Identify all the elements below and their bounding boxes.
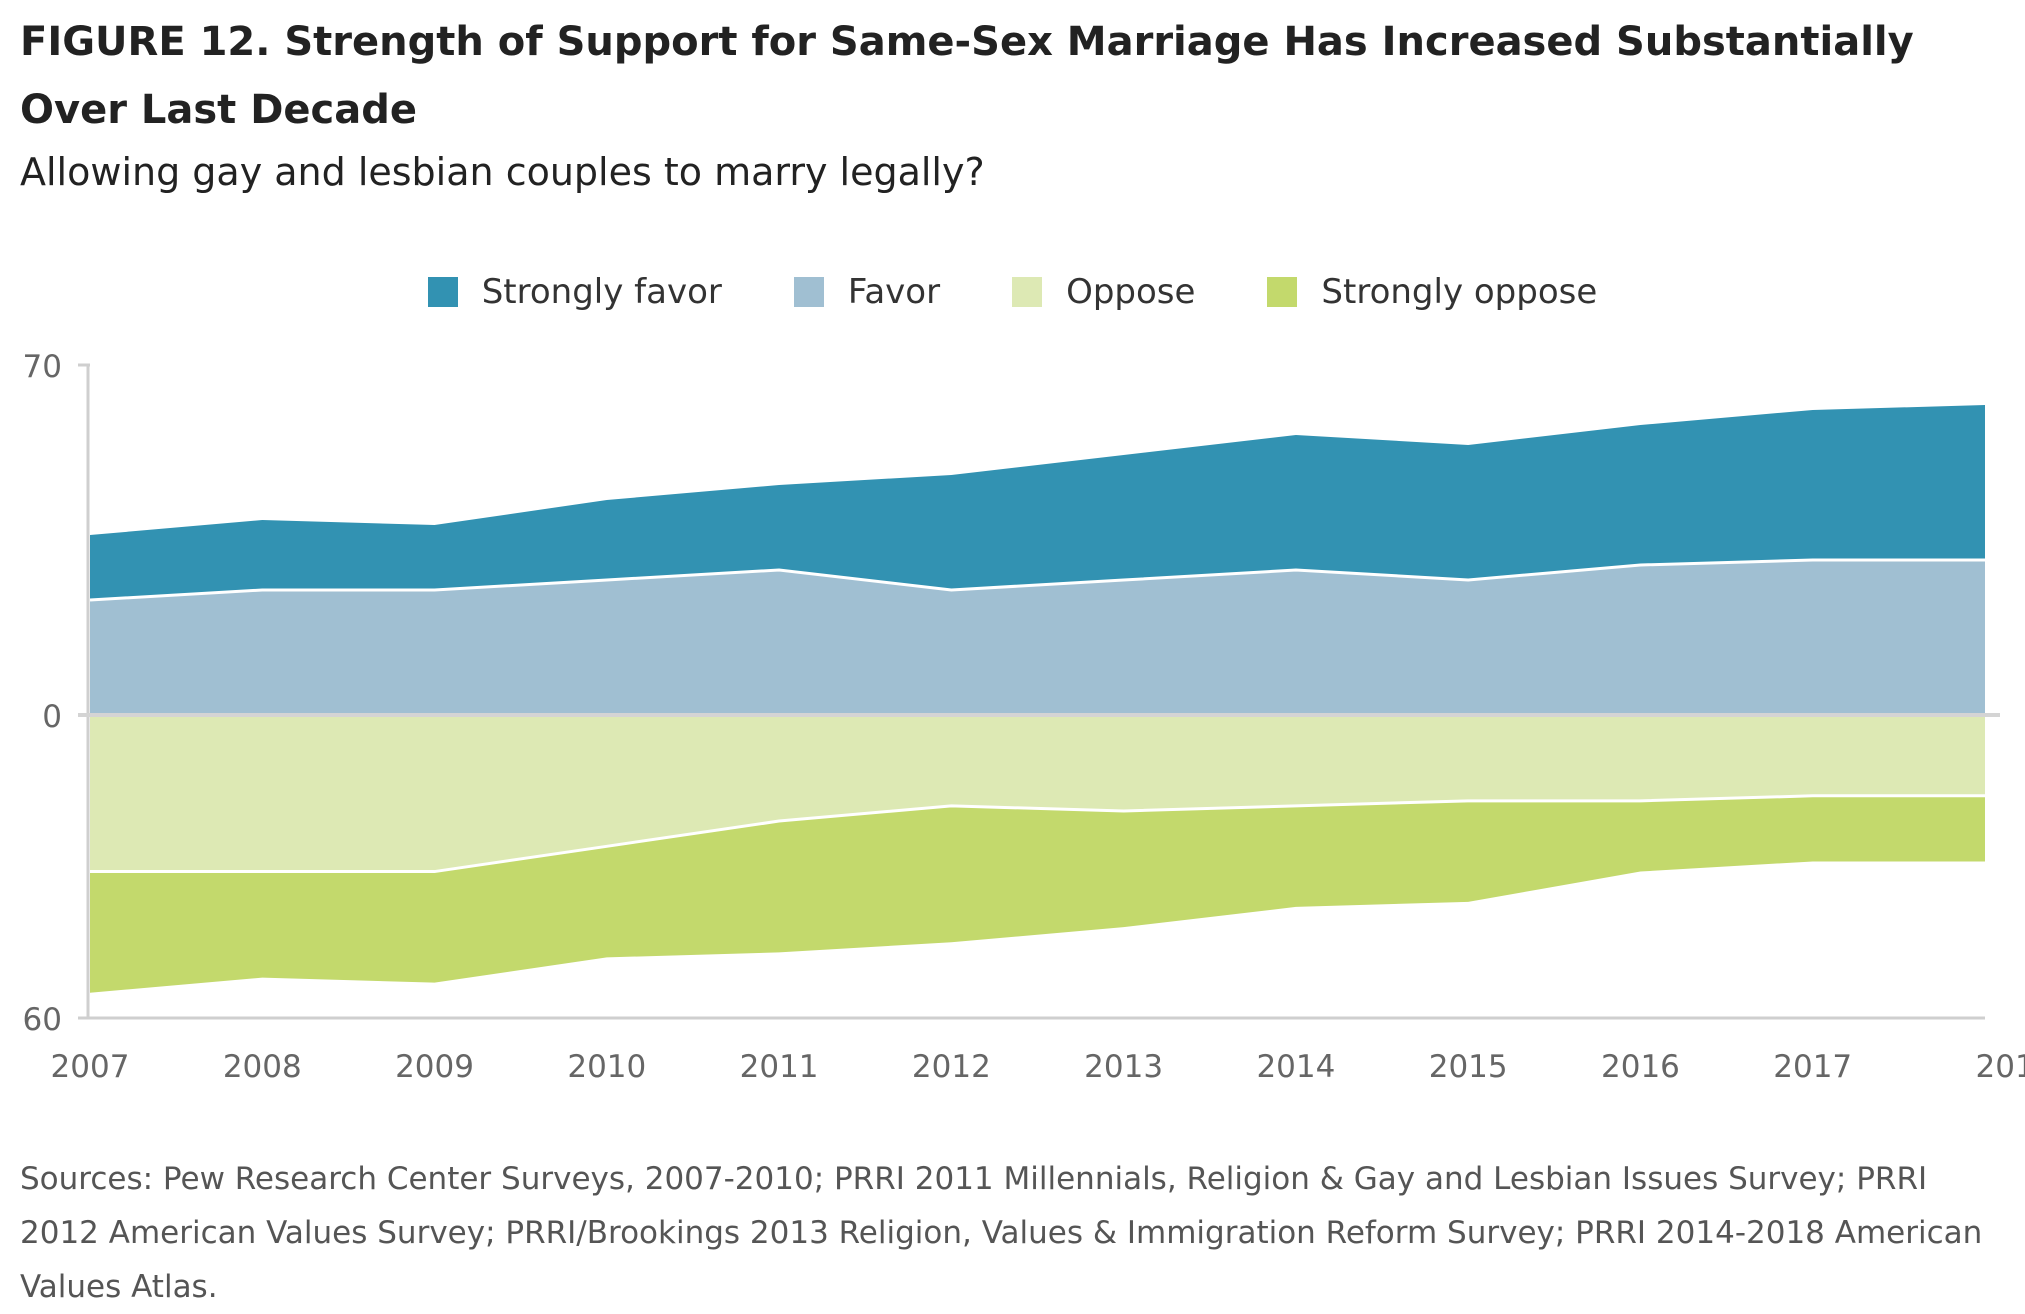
boundary-oppose-strongly-oppose (90, 794, 1985, 874)
legend-label-oppose: Oppose (1066, 272, 1196, 312)
chart-subtitle: Allowing gay and lesbian couples to marr… (20, 150, 985, 194)
x-tick-label: 2012 (912, 1049, 991, 1085)
legend-swatch-strongly-favor (427, 277, 458, 307)
y-tick-label: 70 (23, 349, 62, 385)
y-tick-label: 60 (23, 1002, 62, 1038)
y-tick-label: 0 (42, 699, 62, 735)
legend-swatch-strongly-oppose (1267, 277, 1298, 307)
axes (78, 365, 2000, 1020)
x-tick-label: 2010 (567, 1049, 646, 1085)
boundary-lines (89, 558, 1985, 874)
x-tick-label: 2009 (395, 1049, 474, 1085)
x-tick-label: 2007 (51, 1049, 130, 1085)
x-tick-label: 2015 (1429, 1049, 1508, 1085)
x-tick-label: 2013 (1084, 1049, 1163, 1085)
area-strongly-oppose (90, 795, 1985, 993)
x-tick-label: 2014 (1256, 1049, 1335, 1085)
area-layers (90, 405, 1985, 993)
legend-item-strongly-oppose: Strongly oppose (1267, 272, 1597, 312)
x-tick-label: 2017 (1773, 1049, 1852, 1085)
boundary-favor-strongly-favor (89, 558, 1985, 602)
area-oppose (90, 715, 1985, 872)
legend-swatch-favor (793, 277, 824, 307)
legend-item-strongly-favor: Strongly favor (427, 272, 722, 312)
x-tick-label: 2011 (740, 1049, 819, 1085)
x-tick-label: 2008 (223, 1049, 302, 1085)
x-tick-label: 2018 (1976, 1049, 2025, 1085)
legend-item-favor: Favor (793, 272, 941, 312)
legend-label-strongly-favor: Strongly favor (481, 272, 722, 312)
area-favor (90, 560, 1985, 715)
legend: Strongly favor Favor Oppose Strongly opp… (0, 272, 2025, 312)
source-note: Sources: Pew Research Center Surveys, 20… (20, 1161, 1983, 1305)
tick-labels: 70 0 60 2007 2008 2009 2010 2011 2012 2013 2014 201… (23, 349, 2025, 1085)
legend-swatch-oppose (1012, 277, 1043, 307)
x-tick-label: 2016 (1601, 1049, 1680, 1085)
area-strongly-favor (90, 405, 1985, 600)
legend-label-strongly-oppose: Strongly oppose (1321, 272, 1598, 312)
legend-item-oppose: Oppose (1012, 272, 1195, 312)
legend-label-favor: Favor (847, 272, 941, 312)
chart-title: FIGURE 12. Strength of Support for Same-… (20, 19, 1914, 133)
